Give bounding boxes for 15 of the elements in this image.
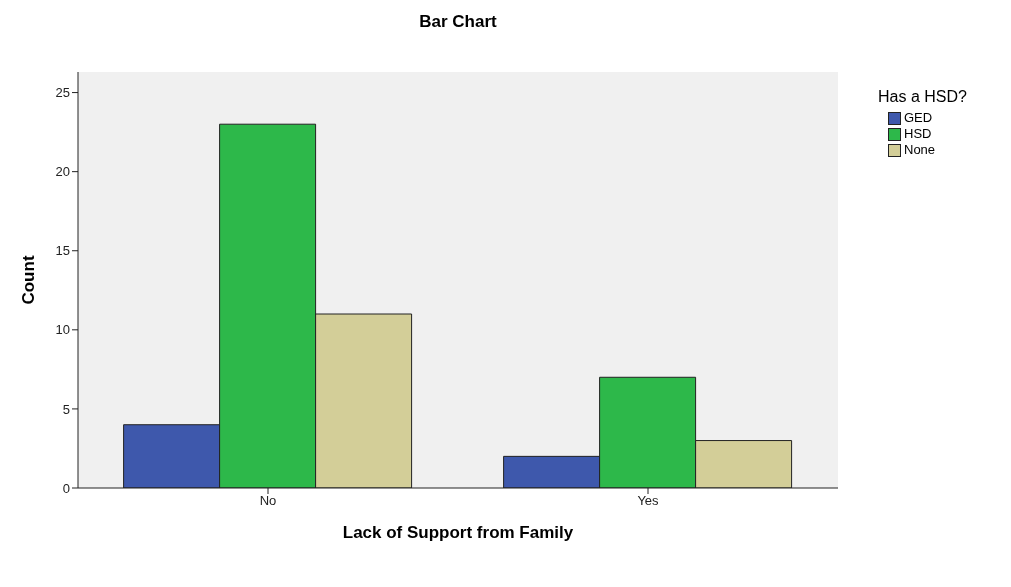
y-axis-title: Count: [19, 255, 39, 305]
y-tick-label: 20: [55, 164, 70, 180]
legend-label: HSD: [904, 126, 932, 142]
y-tick-label: 25: [55, 85, 70, 101]
chart-title: Bar Chart: [418, 12, 498, 32]
x-axis-title: Lack of Support from Family: [342, 523, 574, 542]
x-tick-label: Yes: [637, 493, 660, 509]
legend-label: GED: [904, 110, 933, 126]
y-tick-label: 15: [55, 243, 70, 259]
legend-label: None: [904, 142, 936, 158]
y-tick-label: 0: [62, 480, 70, 496]
y-tick-label: 5: [62, 401, 70, 417]
x-tick-label: No: [259, 493, 277, 509]
legend-title: Has a HSD?: [878, 88, 967, 106]
y-tick-label: 10: [55, 322, 70, 338]
